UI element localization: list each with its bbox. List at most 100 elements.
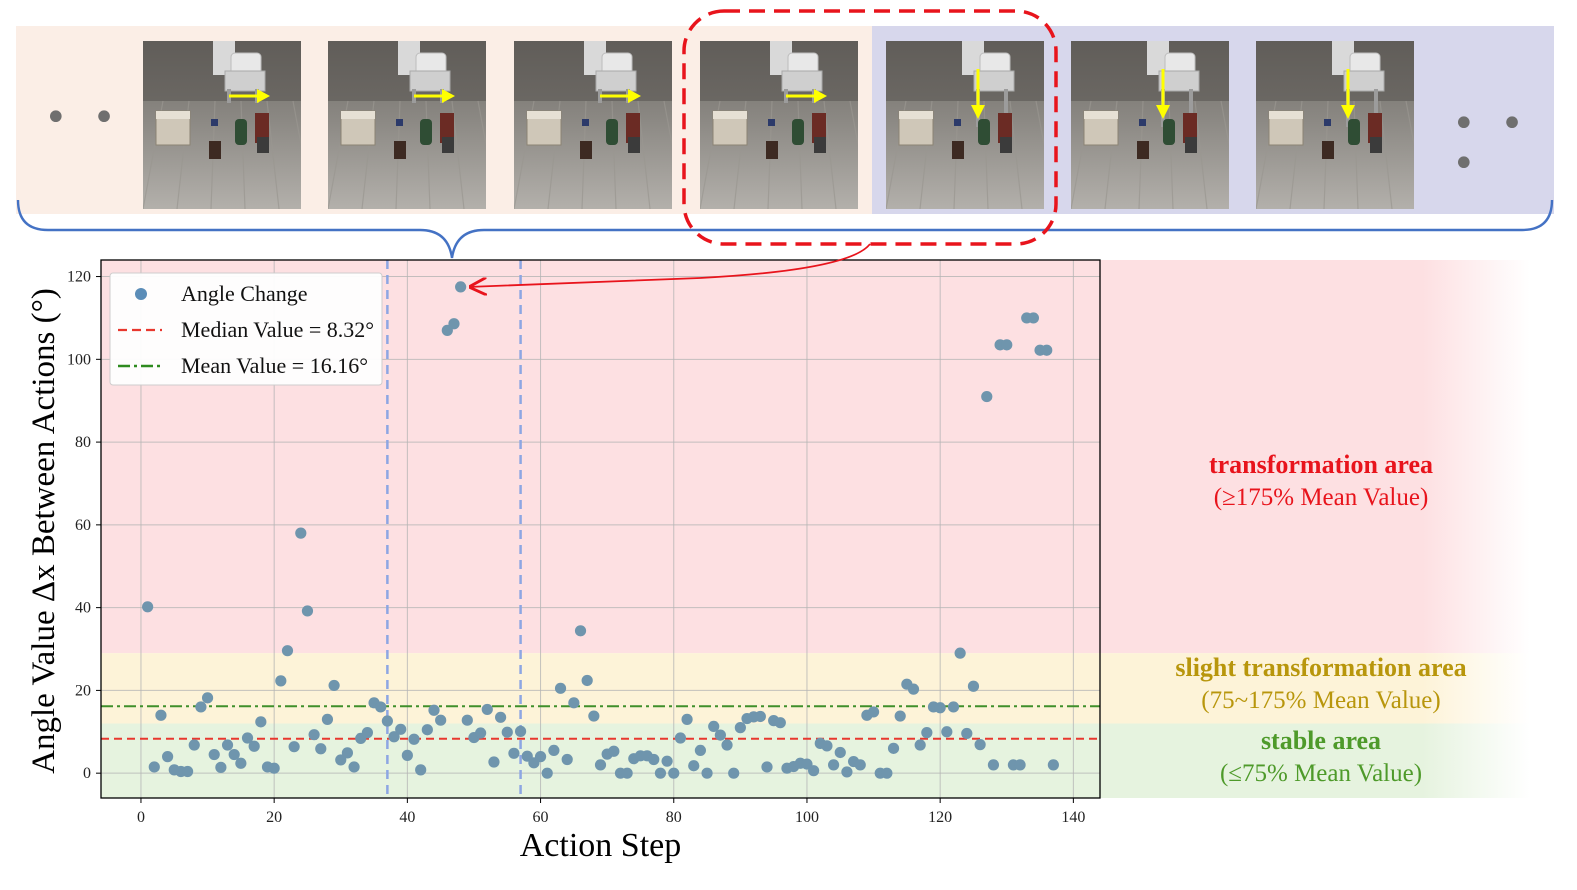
zone-backgrounds xyxy=(101,260,1530,798)
data-point xyxy=(668,767,680,779)
data-point xyxy=(981,390,993,403)
data-point xyxy=(808,765,820,777)
x-tick-label: 120 xyxy=(928,809,952,826)
data-point xyxy=(221,739,234,751)
legend-label: Median Value = 8.32° xyxy=(181,317,374,342)
frame-5 xyxy=(886,41,1044,209)
data-point xyxy=(694,744,707,757)
stable-zone-title: stable area xyxy=(1260,726,1382,755)
x-tick-label: 140 xyxy=(1061,809,1085,826)
data-point xyxy=(248,740,260,752)
slight-zone-label: slight transformation area (75~175% Mean… xyxy=(1101,653,1541,715)
data-point xyxy=(142,601,154,613)
data-point xyxy=(421,724,433,736)
slight-zone-extension xyxy=(1100,653,1530,724)
data-point xyxy=(148,761,160,773)
data-point xyxy=(395,723,407,735)
slight-zone-title: slight transformation area xyxy=(1175,653,1467,682)
data-point xyxy=(574,625,587,637)
data-point xyxy=(907,683,920,695)
data-point xyxy=(714,729,726,741)
data-point xyxy=(1014,759,1026,771)
data-point xyxy=(681,713,693,725)
data-point xyxy=(821,740,833,752)
y-tick-label: 100 xyxy=(67,351,91,368)
y-tick-label: 80 xyxy=(75,434,91,451)
data-point xyxy=(495,711,507,723)
data-point xyxy=(621,767,633,779)
stable-zone-label: stable area (≤75% Mean Value) xyxy=(1101,726,1541,788)
data-point xyxy=(561,753,573,766)
data-point xyxy=(841,766,853,778)
data-point xyxy=(548,744,560,757)
scene-image xyxy=(1071,41,1229,209)
y-tick-label: 0 xyxy=(83,765,91,782)
data-point xyxy=(594,759,607,771)
slight-zone xyxy=(101,653,1100,724)
highlight-box xyxy=(682,9,1058,246)
data-point xyxy=(195,701,207,713)
data-point xyxy=(541,767,553,779)
plot-area: 0 20 40 60 80 100 120 140 0 20 40 60 80 100 120 Action … xyxy=(26,259,1101,864)
data-point xyxy=(867,706,880,718)
y-tick-label: 40 xyxy=(75,600,91,617)
data-point xyxy=(281,645,294,657)
scene-image xyxy=(514,41,672,209)
data-point xyxy=(834,746,846,759)
data-point xyxy=(734,722,746,734)
data-point xyxy=(335,754,347,766)
data-point xyxy=(721,739,733,751)
legend-label: Angle Change xyxy=(181,281,307,306)
axes-frame xyxy=(100,259,1101,799)
data-point xyxy=(308,729,320,741)
data-point xyxy=(448,318,460,330)
data-point xyxy=(987,759,1000,771)
data-point xyxy=(215,761,227,773)
data-point xyxy=(401,749,413,761)
x-tick-label: 20 xyxy=(266,809,282,826)
frame-1 xyxy=(143,41,301,209)
data-point xyxy=(554,682,567,694)
frame-6 xyxy=(1071,41,1229,209)
data-point xyxy=(375,701,387,713)
data-point xyxy=(914,739,926,751)
transformation-zone-title: transformation area xyxy=(1208,450,1434,479)
data-point xyxy=(475,727,487,739)
data-point xyxy=(162,751,174,763)
transformation-zone-extension xyxy=(1100,260,1530,654)
data-point xyxy=(887,742,900,754)
data-point xyxy=(921,727,933,739)
data-point xyxy=(155,709,167,721)
data-point xyxy=(881,767,893,779)
data-point xyxy=(295,527,307,539)
data-point xyxy=(361,727,373,739)
data-point xyxy=(181,765,194,778)
x-tick-label: 60 xyxy=(533,809,549,826)
scene-image xyxy=(1256,41,1414,209)
data-point xyxy=(514,725,527,737)
data-point xyxy=(188,739,200,751)
data-point xyxy=(961,727,973,740)
data-point xyxy=(1047,759,1059,771)
data-point xyxy=(301,605,314,617)
data-point xyxy=(534,751,547,763)
data-point xyxy=(854,759,866,771)
frame-7 xyxy=(1256,41,1414,209)
data-point xyxy=(328,679,340,692)
data-point xyxy=(461,714,473,726)
data-point xyxy=(348,761,360,773)
data-point xyxy=(581,674,593,687)
data-point xyxy=(954,647,966,659)
scene-image xyxy=(328,41,486,209)
data-point xyxy=(455,281,467,293)
frame-brace xyxy=(16,199,1554,259)
ellipsis-right: • • • xyxy=(1452,101,1530,187)
x-tick-label: 40 xyxy=(399,809,415,826)
data-point xyxy=(934,702,946,714)
data-point xyxy=(408,733,420,745)
data-point xyxy=(708,720,720,733)
legend: Angle Change Median Value = 8.32° Mean Val… xyxy=(109,272,383,386)
data-point xyxy=(701,767,713,779)
data-point xyxy=(201,692,214,704)
